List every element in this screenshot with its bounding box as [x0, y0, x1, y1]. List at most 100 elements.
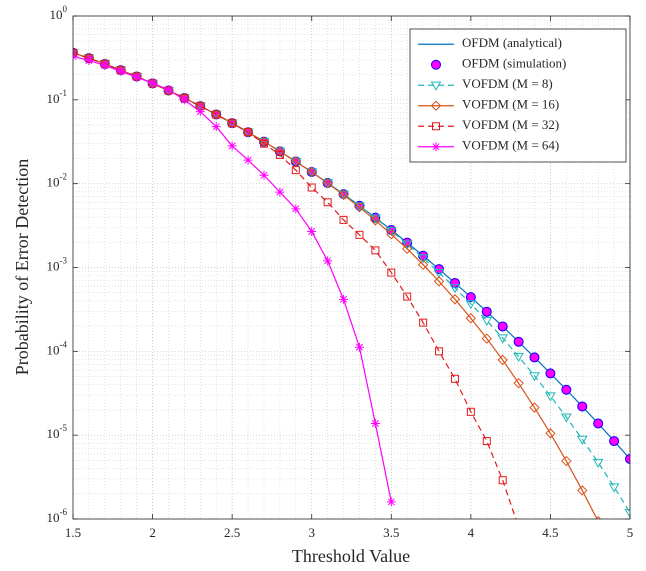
- marker: [371, 246, 380, 255]
- marker: [465, 313, 477, 324]
- marker: [291, 166, 300, 175]
- marker: [211, 122, 221, 132]
- marker: [275, 187, 285, 197]
- marker: [465, 300, 477, 310]
- marker: [100, 60, 110, 70]
- marker: [625, 453, 630, 464]
- marker: [529, 372, 540, 382]
- marker: [466, 407, 475, 416]
- marker: [417, 259, 429, 270]
- series-line: [73, 52, 630, 513]
- marker: [576, 435, 588, 445]
- legend-text: OFDM (analytical): [462, 35, 562, 50]
- y-tick-label: 10-4: [47, 339, 68, 357]
- x-tick-label: 2.5: [224, 525, 240, 540]
- marker: [577, 485, 588, 496]
- marker: [529, 402, 540, 413]
- marker: [354, 201, 365, 213]
- marker: [401, 240, 413, 250]
- marker: [116, 66, 126, 76]
- marker: [545, 368, 556, 379]
- marker: [275, 150, 284, 159]
- marker: [370, 418, 380, 428]
- marker: [624, 509, 630, 519]
- marker: [306, 166, 317, 178]
- marker: [449, 284, 461, 294]
- marker: [323, 256, 333, 266]
- marker: [290, 156, 302, 167]
- marker: [339, 215, 348, 224]
- marker: [449, 294, 461, 305]
- legend: OFDM (analytical) OFDM (simulation) VOFDM …: [409, 28, 627, 163]
- marker: [259, 170, 269, 180]
- marker: [403, 292, 412, 301]
- y-tick-label: 100: [50, 4, 68, 22]
- marker: [274, 147, 286, 157]
- marker: [513, 352, 524, 363]
- legend-box: [409, 28, 627, 163]
- marker: [435, 347, 444, 356]
- marker: [243, 155, 253, 165]
- marker: [307, 226, 317, 236]
- marker: [179, 95, 189, 105]
- marker: [322, 179, 334, 189]
- marker: [608, 483, 620, 493]
- marker: [481, 316, 493, 327]
- marker: [84, 55, 94, 65]
- marker: [387, 268, 396, 277]
- y-tick-label: 10-1: [47, 88, 68, 106]
- marker: [290, 157, 302, 167]
- marker: [259, 139, 268, 148]
- marker: [227, 141, 237, 151]
- legend-text: VOFDM (M = 8): [462, 76, 553, 91]
- x-axis-label: Threshold Value: [292, 546, 410, 566]
- marker: [529, 352, 540, 363]
- marker: [481, 306, 492, 317]
- marker: [386, 229, 397, 240]
- marker: [401, 243, 413, 255]
- marker: [417, 254, 429, 264]
- marker: [560, 413, 572, 423]
- marker: [386, 497, 396, 507]
- marker: [244, 128, 253, 137]
- marker: [497, 334, 509, 344]
- legend-text: OFDM (simulation): [462, 56, 566, 71]
- marker: [561, 455, 572, 467]
- legend-text: VOFDM (M = 16): [462, 97, 559, 112]
- marker: [355, 230, 364, 239]
- marker: [433, 268, 445, 279]
- marker: [545, 392, 556, 402]
- marker: [430, 81, 442, 91]
- y-tick-label: 10-2: [47, 172, 68, 190]
- y-tick-label: 10-6: [47, 507, 68, 525]
- marker: [323, 198, 332, 207]
- marker: [465, 292, 476, 303]
- x-tick-label: 5: [627, 525, 634, 540]
- marker: [515, 524, 522, 531]
- marker: [228, 119, 237, 128]
- marker: [430, 100, 442, 111]
- marker: [450, 374, 459, 383]
- series-line: [73, 52, 517, 519]
- axes-box: [72, 15, 631, 520]
- marker: [481, 333, 492, 344]
- marker: [212, 110, 221, 119]
- marker: [370, 215, 381, 226]
- marker: [592, 458, 604, 468]
- marker: [482, 437, 491, 446]
- marker: [274, 146, 286, 157]
- marker: [163, 85, 173, 95]
- x-tick-label: 3.5: [383, 525, 399, 540]
- marker: [561, 384, 572, 395]
- marker: [132, 72, 142, 82]
- x-tick-label: 4.5: [542, 525, 558, 540]
- marker: [73, 48, 77, 57]
- marker: [431, 142, 441, 152]
- marker: [433, 276, 445, 287]
- x-tick-label: 2: [149, 525, 156, 540]
- legend-text: VOFDM (M = 32): [462, 117, 559, 132]
- marker: [419, 318, 428, 327]
- x-tick-label: 3: [308, 525, 315, 540]
- marker: [306, 168, 318, 178]
- marker: [497, 354, 508, 366]
